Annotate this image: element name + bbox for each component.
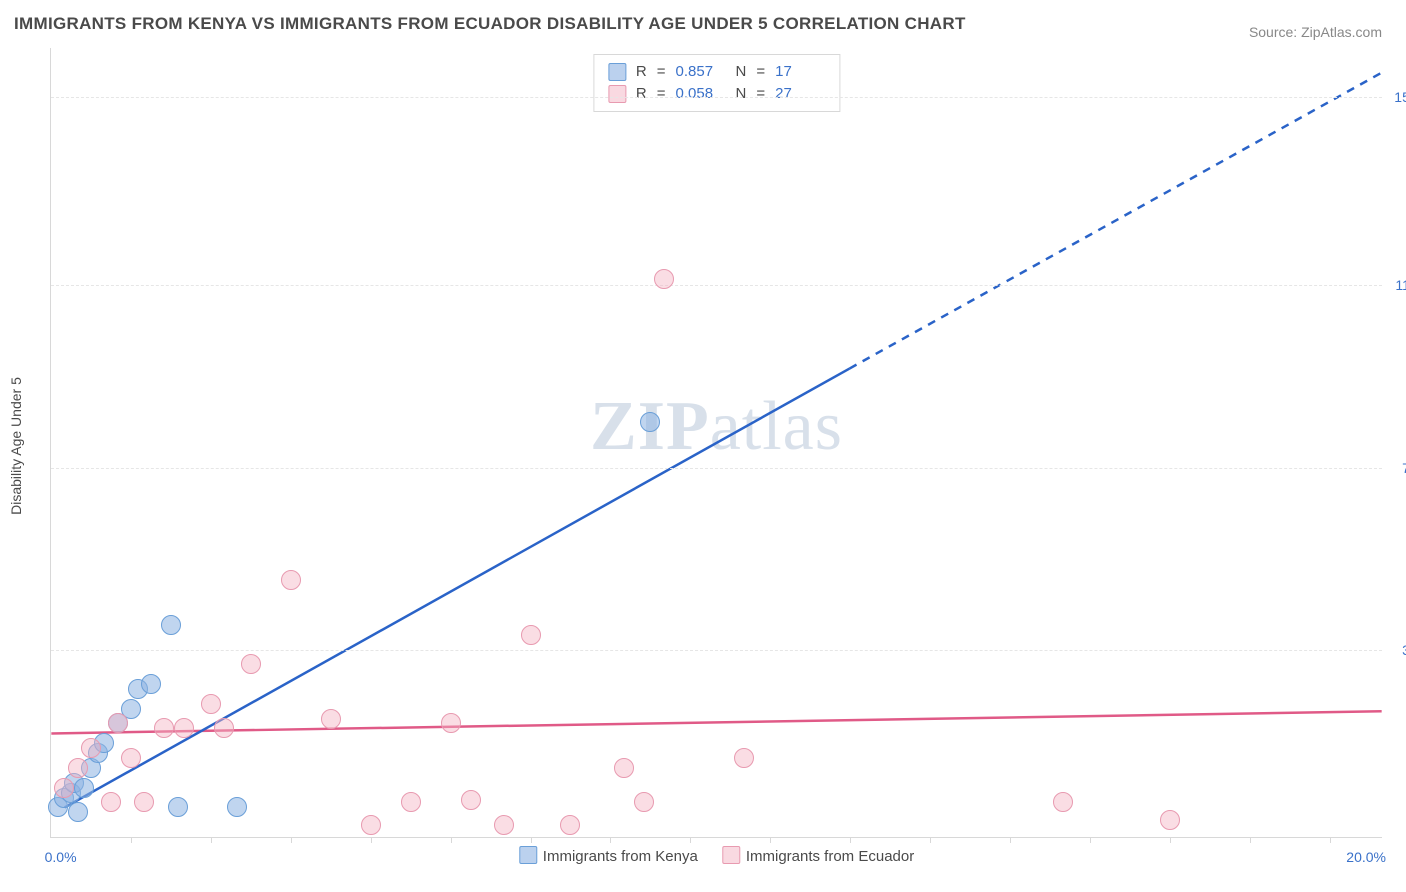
data-point-ecuador	[108, 713, 128, 733]
data-point-ecuador	[174, 718, 194, 738]
source-label: Source:	[1249, 24, 1301, 40]
x-tick	[531, 837, 532, 843]
data-point-ecuador	[121, 748, 141, 768]
data-point-ecuador	[214, 718, 234, 738]
kenya-r-value: 0.857	[676, 61, 726, 83]
data-point-ecuador	[241, 654, 261, 674]
data-point-ecuador	[441, 713, 461, 733]
data-point-ecuador	[734, 748, 754, 768]
data-point-ecuador	[54, 778, 74, 798]
legend-stats-row-kenya: R = 0.857 N = 17	[608, 61, 825, 83]
source-value: ZipAtlas.com	[1301, 24, 1382, 40]
data-point-ecuador	[634, 792, 654, 812]
legend-item-kenya: Immigrants from Kenya	[519, 846, 698, 865]
data-point-ecuador	[1053, 792, 1073, 812]
equals-icon: =	[756, 83, 765, 105]
stat-n-label: N	[736, 61, 747, 83]
swatch-kenya-icon	[608, 63, 626, 81]
x-tick	[1170, 837, 1171, 843]
data-point-ecuador	[614, 758, 634, 778]
x-tick	[770, 837, 771, 843]
stat-n-label: N	[736, 83, 747, 105]
x-tick	[690, 837, 691, 843]
ecuador-r-value: 0.058	[676, 83, 726, 105]
data-point-ecuador	[154, 718, 174, 738]
data-point-ecuador	[281, 570, 301, 590]
x-tick	[371, 837, 372, 843]
trend-line	[65, 369, 850, 808]
x-tick	[451, 837, 452, 843]
gridline	[51, 97, 1382, 98]
data-point-ecuador	[494, 815, 514, 835]
data-point-kenya	[68, 802, 88, 822]
equals-icon: =	[657, 83, 666, 105]
legend-item-ecuador: Immigrants from Ecuador	[722, 846, 914, 865]
y-tick-label: 3.8%	[1386, 642, 1406, 658]
data-point-ecuador	[201, 694, 221, 714]
data-point-ecuador	[401, 792, 421, 812]
legend-kenya-label: Immigrants from Kenya	[543, 848, 698, 865]
data-point-kenya	[640, 412, 660, 432]
source-attribution: Source: ZipAtlas.com	[1249, 24, 1382, 40]
y-axis-label: Disability Age Under 5	[8, 377, 24, 515]
trend-lines-svg	[51, 48, 1382, 837]
x-tick	[610, 837, 611, 843]
y-tick-label: 7.5%	[1386, 460, 1406, 476]
data-point-ecuador	[101, 792, 121, 812]
x-tick	[930, 837, 931, 843]
y-tick-label: 15.0%	[1386, 89, 1406, 105]
data-point-ecuador	[1160, 810, 1180, 830]
gridline	[51, 285, 1382, 286]
data-point-ecuador	[654, 269, 674, 289]
x-tick	[1010, 837, 1011, 843]
x-tick	[850, 837, 851, 843]
ecuador-n-value: 27	[775, 83, 825, 105]
data-point-ecuador	[81, 738, 101, 758]
equals-icon: =	[756, 61, 765, 83]
plot-area: ZIPatlas R = 0.857 N = 17 R = 0.058 N = …	[50, 48, 1382, 838]
trend-line	[850, 73, 1382, 369]
data-point-ecuador	[321, 709, 341, 729]
data-point-ecuador	[134, 792, 154, 812]
legend-bottom: Immigrants from Kenya Immigrants from Ec…	[519, 846, 914, 865]
x-tick	[1330, 837, 1331, 843]
gridline	[51, 468, 1382, 469]
data-point-kenya	[141, 674, 161, 694]
chart-title: IMMIGRANTS FROM KENYA VS IMMIGRANTS FROM…	[14, 14, 966, 34]
swatch-ecuador-icon	[722, 846, 740, 864]
x-axis-max-label: 20.0%	[1346, 849, 1386, 865]
swatch-ecuador-icon	[608, 85, 626, 103]
data-point-ecuador	[361, 815, 381, 835]
legend-stats-box: R = 0.857 N = 17 R = 0.058 N = 27	[593, 54, 840, 112]
x-tick	[1250, 837, 1251, 843]
data-point-kenya	[168, 797, 188, 817]
kenya-n-value: 17	[775, 61, 825, 83]
stat-r-label: R	[636, 83, 647, 105]
stat-r-label: R	[636, 61, 647, 83]
watermark: ZIPatlas	[590, 387, 843, 467]
x-tick	[211, 837, 212, 843]
data-point-kenya	[74, 778, 94, 798]
x-tick	[131, 837, 132, 843]
data-point-ecuador	[560, 815, 580, 835]
swatch-kenya-icon	[519, 846, 537, 864]
data-point-ecuador	[521, 625, 541, 645]
data-point-ecuador	[461, 790, 481, 810]
data-point-kenya	[161, 615, 181, 635]
data-point-kenya	[227, 797, 247, 817]
legend-stats-row-ecuador: R = 0.058 N = 27	[608, 83, 825, 105]
gridline	[51, 650, 1382, 651]
equals-icon: =	[657, 61, 666, 83]
y-tick-label: 11.2%	[1386, 277, 1406, 293]
x-tick	[1090, 837, 1091, 843]
legend-ecuador-label: Immigrants from Ecuador	[746, 848, 914, 865]
trend-line	[51, 711, 1381, 733]
x-axis-min-label: 0.0%	[45, 849, 77, 865]
data-point-ecuador	[68, 758, 88, 778]
x-tick	[291, 837, 292, 843]
watermark-rest: atlas	[710, 388, 843, 465]
